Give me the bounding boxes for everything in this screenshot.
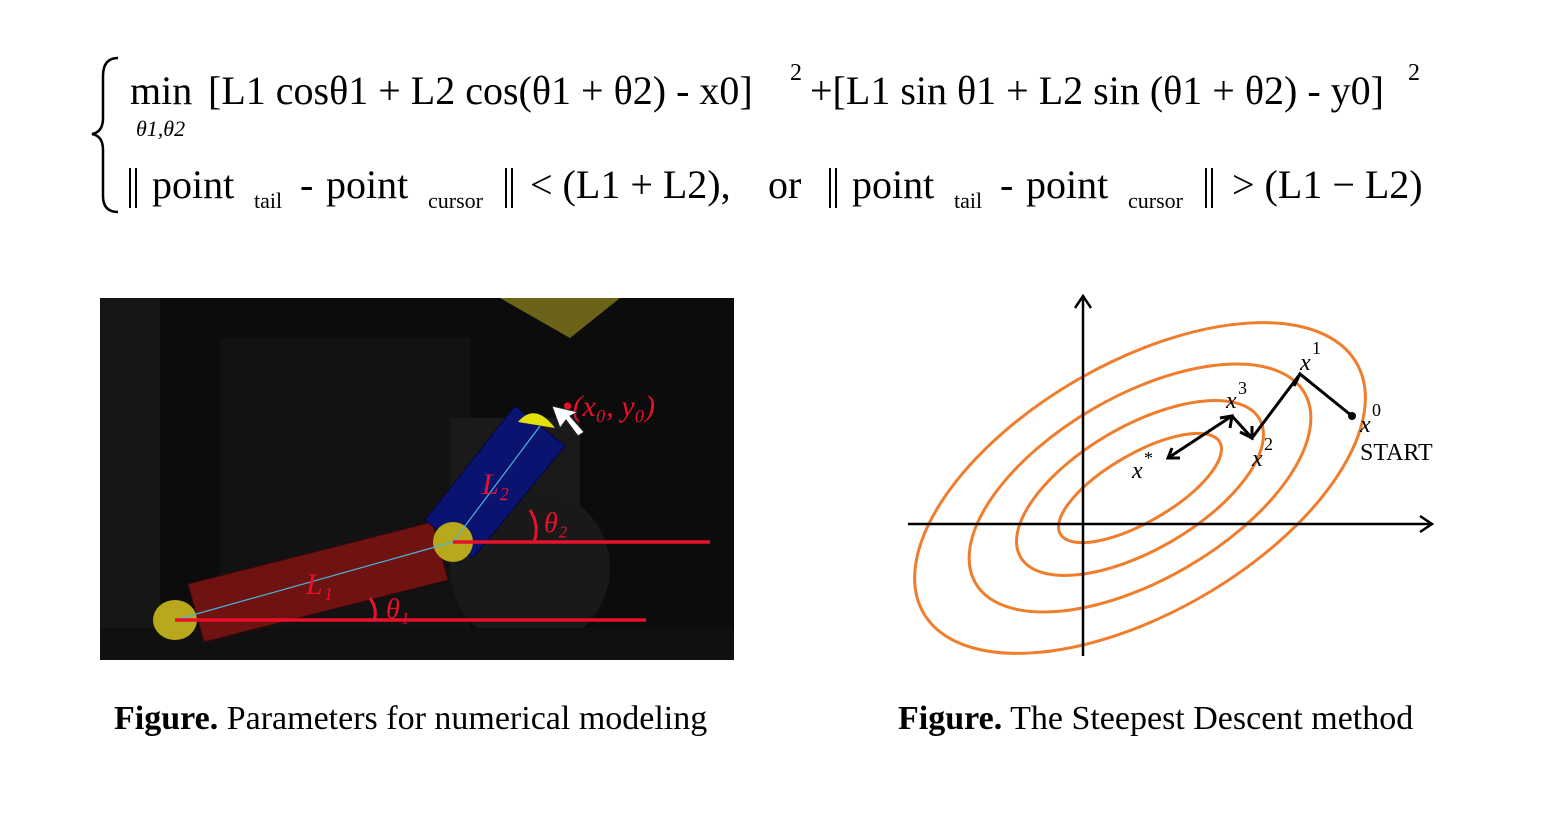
label-x0: x xyxy=(1359,412,1371,438)
contour-2 xyxy=(967,362,1313,614)
label-L1: L₁ xyxy=(305,568,333,601)
contour-1 xyxy=(913,321,1367,655)
scene-ceiling-lamp xyxy=(500,298,620,338)
label-L2: L₂ xyxy=(481,468,509,501)
arrowhead-xstar xyxy=(1165,447,1180,460)
caption-right-text: The Steepest Descent method xyxy=(1002,700,1414,737)
label-start: START xyxy=(1360,440,1433,466)
descent-path-final xyxy=(1167,414,1233,460)
scene-pillar xyxy=(100,298,160,660)
caption-left-lead: Figure. xyxy=(114,700,219,737)
arrowhead-x2 xyxy=(1239,426,1254,441)
y-axis-arrow xyxy=(1073,293,1093,309)
gt-condition: > (L1 − L2) xyxy=(1232,162,1423,207)
min-operator: min xyxy=(130,68,192,113)
link-1 xyxy=(187,521,449,643)
centerline-2 xyxy=(452,425,541,543)
lt-condition: < (L1 + L2), xyxy=(530,162,731,207)
label-x2-sup: 2 xyxy=(1264,434,1273,454)
or-word: or xyxy=(768,162,801,207)
contour-3 xyxy=(1015,399,1265,577)
contour-group xyxy=(913,321,1367,655)
contour-4 xyxy=(1057,431,1223,545)
centerline-1 xyxy=(174,541,454,621)
label-theta1: θ₁ xyxy=(386,594,410,625)
label-x1-sup: 1 xyxy=(1312,338,1321,358)
eq-term-2: +[L1 sin θ1 + L2 sin (θ1 + θ2) - y0] xyxy=(810,68,1384,113)
label-x3: x xyxy=(1225,388,1237,414)
x-axis-arrow xyxy=(1419,514,1435,534)
minus-2: - xyxy=(1000,162,1013,207)
robot-arm-figure: L₁ L₂ θ₁ θ₂ •(x₀, y₀) xyxy=(100,298,734,660)
minus-1: - xyxy=(300,162,313,207)
descent-path xyxy=(1230,371,1353,441)
point-tail-2: point xyxy=(852,162,934,207)
caption-left: Figure. Parameters for numerical modelin… xyxy=(114,700,707,738)
caption-right: Figure. The Steepest Descent method xyxy=(898,700,1413,738)
label-target: •(x₀, y₀) xyxy=(562,390,655,423)
cursor-subscript-2: cursor xyxy=(1128,188,1184,213)
start-point xyxy=(1348,412,1356,420)
caption-right-lead: Figure. xyxy=(898,700,1003,737)
tail-subscript-2: tail xyxy=(954,188,982,213)
arrowhead-x1 xyxy=(1292,371,1311,387)
caption-left-text: Parameters for numerical modeling xyxy=(218,700,708,737)
cursor-subscript-1: cursor xyxy=(428,188,484,213)
label-x0-sup: 0 xyxy=(1372,400,1381,420)
scene-floor xyxy=(100,628,734,660)
tail-subscript-1: tail xyxy=(254,188,282,213)
min-subscript: θ1,θ2 xyxy=(136,116,185,141)
eq-exponent-1: 2 xyxy=(790,60,802,86)
steepest-descent-figure: x 0 START x 1 x 2 x 3 x * xyxy=(908,293,1435,656)
label-theta2: θ₂ xyxy=(544,508,568,539)
point-cursor-1: point xyxy=(326,162,408,207)
theta2-arc xyxy=(528,509,538,543)
point-tail-1: point xyxy=(152,162,234,207)
arrowhead-x3 xyxy=(1219,414,1234,429)
label-x1: x xyxy=(1299,350,1311,376)
point-cursor-2: point xyxy=(1026,162,1108,207)
eq-exponent-2: 2 xyxy=(1408,60,1420,86)
eq-term-1: [L1 cosθ1 + L2 cos(θ1 + θ2) - x0] xyxy=(208,68,753,113)
theta1-arc xyxy=(368,597,377,621)
label-x2: x xyxy=(1251,446,1263,472)
cursor-icon xyxy=(551,405,585,437)
optimization-equation: min θ1,θ2 [L1 cosθ1 + L2 cos(θ1 + θ2) - … xyxy=(91,56,1423,214)
label-xstar: x xyxy=(1131,458,1143,484)
end-effector xyxy=(518,413,555,428)
label-x3-sup: 3 xyxy=(1238,378,1247,398)
left-brace xyxy=(91,56,119,214)
label-xstar-sup: * xyxy=(1144,448,1153,468)
